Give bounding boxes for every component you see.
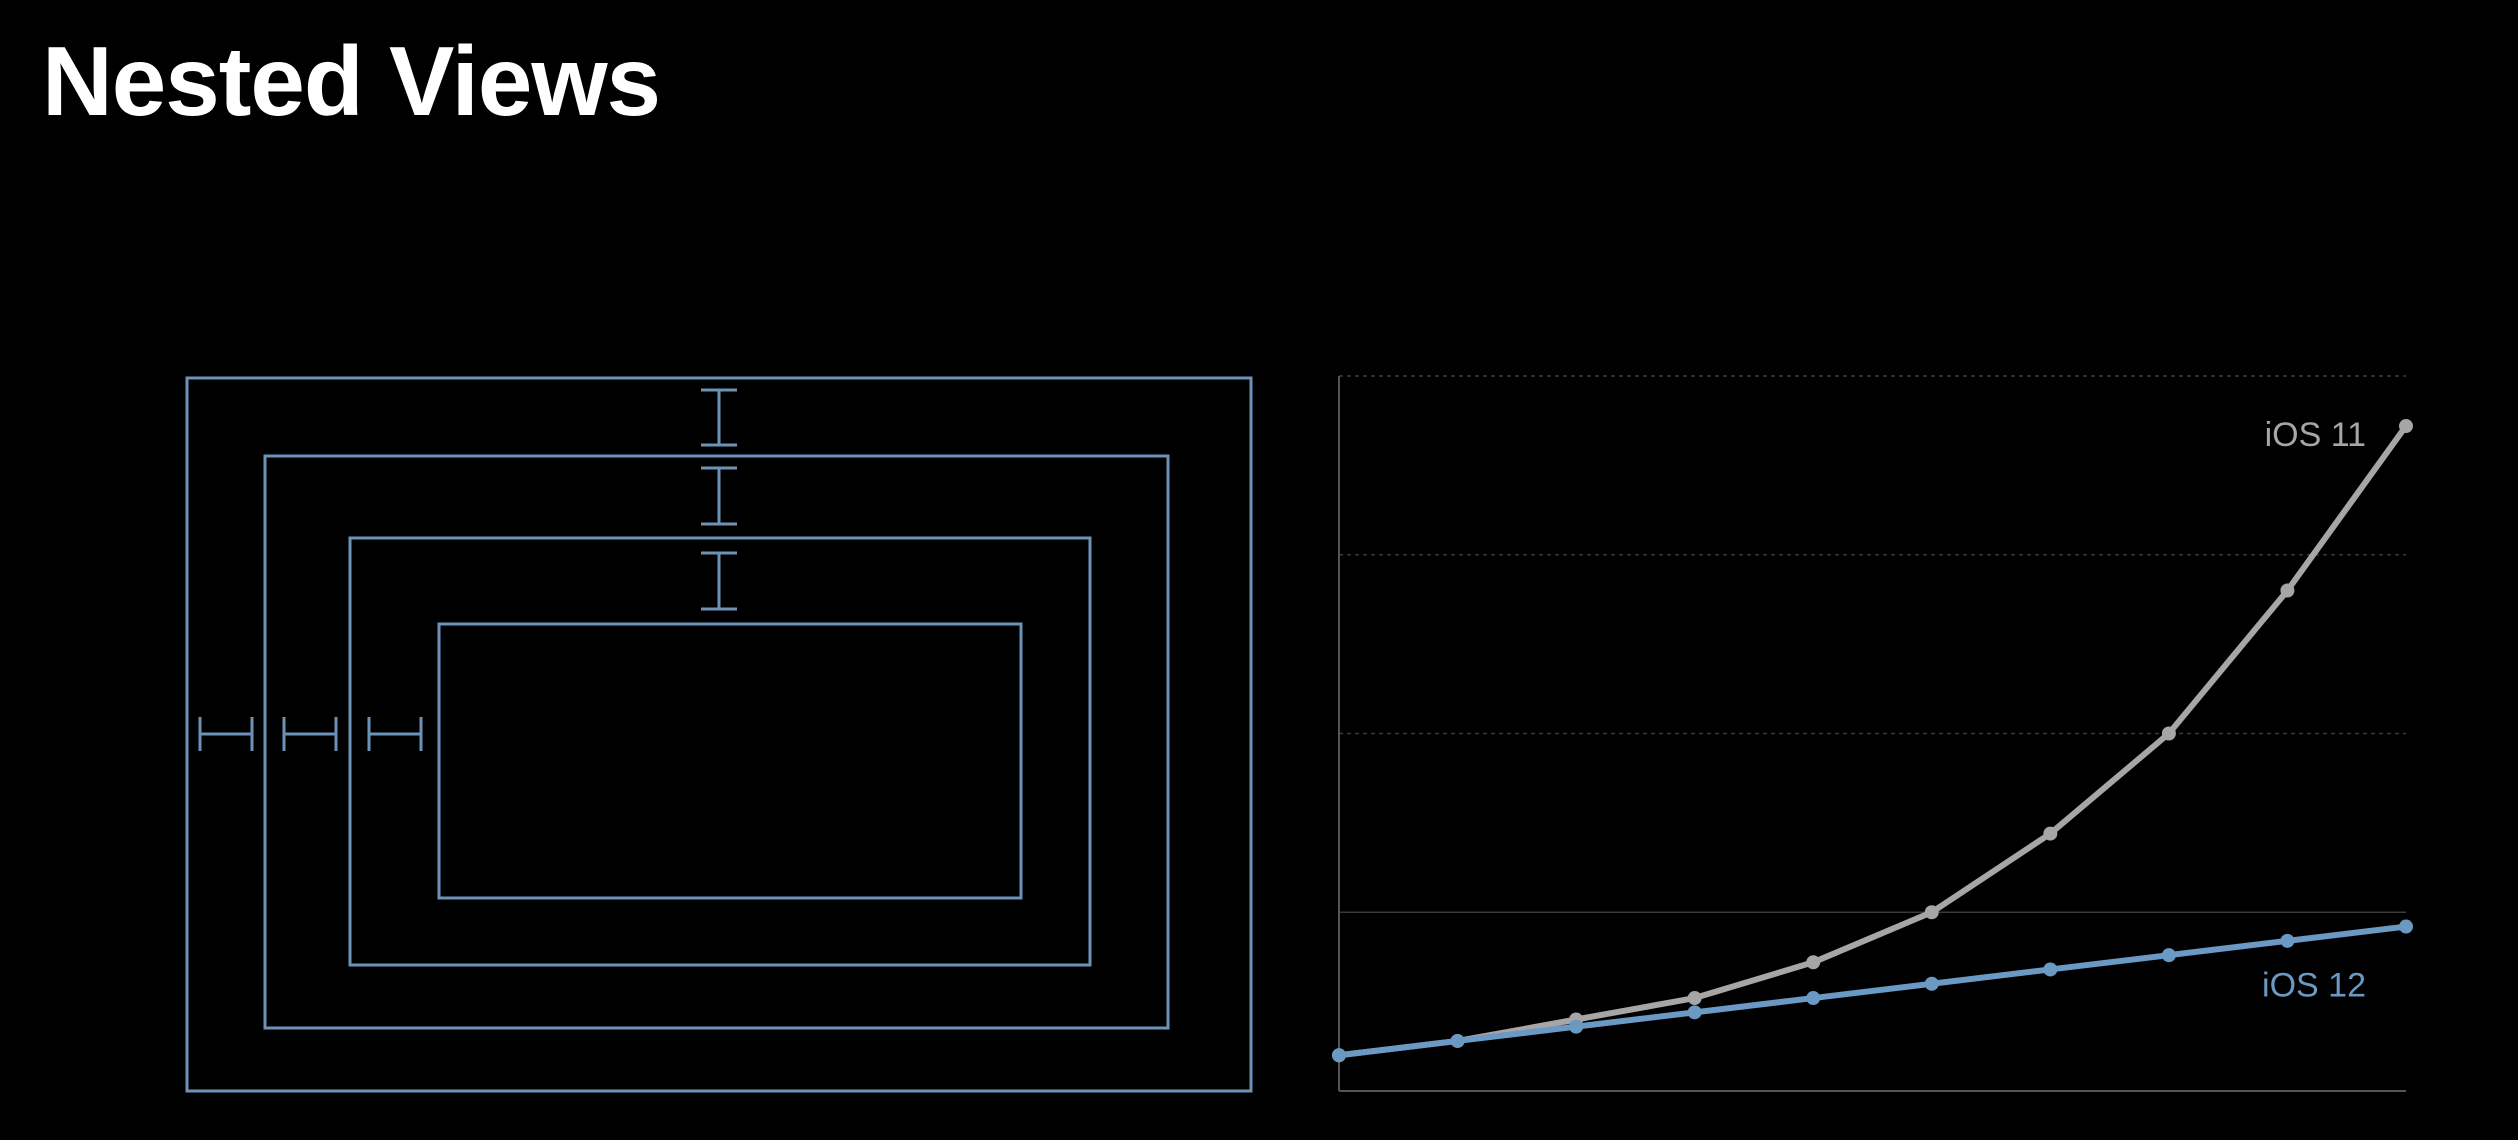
data-point-ios-11-7 [2043, 826, 2058, 841]
vertical-spacing-marker-3 [701, 551, 737, 611]
series-label-ios-12: iOS 12 [2262, 967, 2366, 1005]
data-point-ios-12-3 [1569, 1019, 1584, 1034]
data-point-ios-11-9 [2280, 583, 2295, 598]
chart-grid [1339, 375, 2406, 913]
data-point-ios-11-10 [2399, 419, 2413, 434]
data-point-ios-12-8 [2161, 948, 2176, 963]
horizontal-spacing-marker-3 [367, 717, 423, 751]
data-point-ios-11-5 [1806, 955, 1821, 970]
vertical-spacing-marker-2 [701, 466, 737, 526]
third-view-box [348, 536, 1092, 967]
second-view-box [263, 454, 1170, 1030]
data-point-ios-12-10 [2399, 919, 2413, 934]
data-point-ios-12-5 [1806, 991, 1821, 1006]
series-line-ios-12 [1336, 923, 2409, 1059]
data-point-ios-12-2 [1450, 1033, 1465, 1048]
horizontal-spacing-marker-1 [198, 717, 254, 751]
data-point-ios-12-4 [1687, 1005, 1702, 1020]
data-point-ios-12-1 [1332, 1048, 1346, 1063]
data-point-ios-11-4 [1687, 991, 1702, 1006]
series-line-ios-11 [1336, 423, 2409, 1059]
series-label-ios-11: iOS 11 [2265, 416, 2366, 454]
data-point-ios-12-6 [1924, 976, 1939, 991]
chart-series [1332, 419, 2413, 1063]
data-point-ios-11-8 [2161, 726, 2176, 741]
data-point-ios-11-6 [1924, 905, 1939, 920]
data-point-ios-12-9 [2280, 933, 2295, 948]
inner-view-box [437, 622, 1023, 900]
outer-view-box [185, 376, 1253, 1093]
data-point-ios-12-7 [2043, 962, 2058, 977]
slide-title: Nested Views [42, 26, 661, 136]
chart-axes [1338, 376, 2406, 1092]
horizontal-spacing-marker-2 [282, 717, 338, 751]
vertical-spacing-marker-1 [701, 388, 737, 447]
chart-labels: iOS 11 iOS 12 [2262, 416, 2366, 1005]
